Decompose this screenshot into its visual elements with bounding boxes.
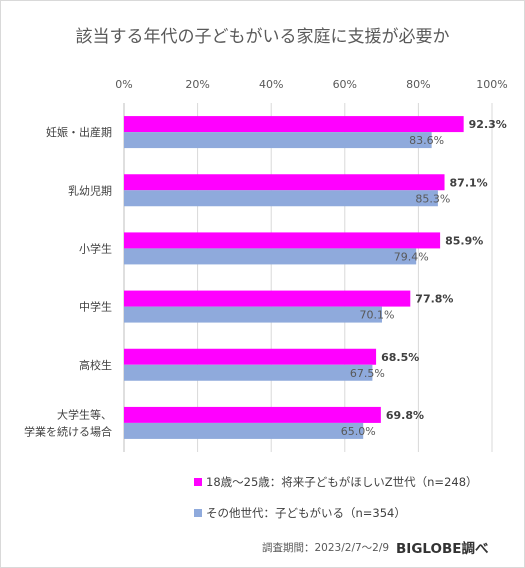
x-tick-label: 40% bbox=[259, 78, 283, 91]
x-tick-label: 20% bbox=[185, 78, 209, 91]
category-label: 大学生等、 bbox=[57, 407, 112, 421]
category-label: 中学生 bbox=[79, 300, 112, 314]
data-label-series-1: 77.8% bbox=[415, 293, 453, 306]
data-label-series-2: 67.5% bbox=[350, 367, 385, 380]
legend-swatch-2 bbox=[194, 509, 202, 517]
bar-series-2 bbox=[124, 306, 382, 323]
x-tick-label: 100% bbox=[476, 78, 507, 91]
bar-series-1 bbox=[124, 406, 381, 423]
data-label-series-1: 69.8% bbox=[386, 409, 424, 422]
category-label: 妊娠・出産期 bbox=[46, 125, 112, 139]
data-label-series-2: 85.3% bbox=[415, 192, 450, 205]
brand-label: BIGLOBE調べ bbox=[396, 541, 489, 557]
category-label: 乳幼児期 bbox=[68, 184, 112, 197]
survey-period: 調査期間：2023/2/7〜2/9 bbox=[262, 542, 390, 554]
data-label-series-1: 87.1% bbox=[450, 176, 488, 189]
data-label-series-1: 92.3% bbox=[469, 118, 507, 131]
legend-swatch-1 bbox=[194, 478, 202, 486]
x-tick-label: 0% bbox=[115, 78, 132, 91]
bar-series-2 bbox=[124, 248, 417, 265]
legend-label-1: 18歳〜25歳：将来子どもがほしいZ世代（n=248） bbox=[206, 475, 478, 489]
bar-series-1 bbox=[124, 232, 441, 249]
data-label-series-2: 65.0% bbox=[341, 425, 376, 438]
bar-series-1 bbox=[124, 348, 377, 365]
x-tick-label: 60% bbox=[333, 78, 357, 91]
data-label-series-2: 83.6% bbox=[409, 134, 444, 147]
bar-series-2 bbox=[124, 132, 432, 149]
legend-item-1: 18歳〜25歳：将来子どもがほしいZ世代（n=248） bbox=[194, 474, 478, 490]
data-label-series-2: 70.1% bbox=[359, 309, 394, 322]
legend-label-2: その他世代：子どもがいる（n=354） bbox=[206, 506, 406, 520]
bar-series-2 bbox=[124, 190, 438, 207]
data-label-series-2: 79.4% bbox=[394, 250, 429, 263]
legend-item-2: その他世代：子どもがいる（n=354） bbox=[194, 505, 406, 521]
x-tick-label: 80% bbox=[406, 78, 430, 91]
bar-series-1 bbox=[124, 174, 445, 191]
bar-series-2 bbox=[124, 422, 364, 439]
data-label-series-1: 85.9% bbox=[445, 234, 483, 247]
data-label-series-1: 68.5% bbox=[381, 351, 419, 364]
category-label: 小学生 bbox=[79, 241, 112, 255]
category-label: 学業を続ける場合 bbox=[24, 424, 112, 438]
chart-title: 該当する年代の子どもがいる家庭に支援が必要か bbox=[75, 27, 450, 47]
bar-series-1 bbox=[124, 290, 411, 307]
bar-series-1 bbox=[124, 116, 464, 133]
bar-series-2 bbox=[124, 364, 373, 381]
category-label: 高校生 bbox=[79, 358, 112, 372]
